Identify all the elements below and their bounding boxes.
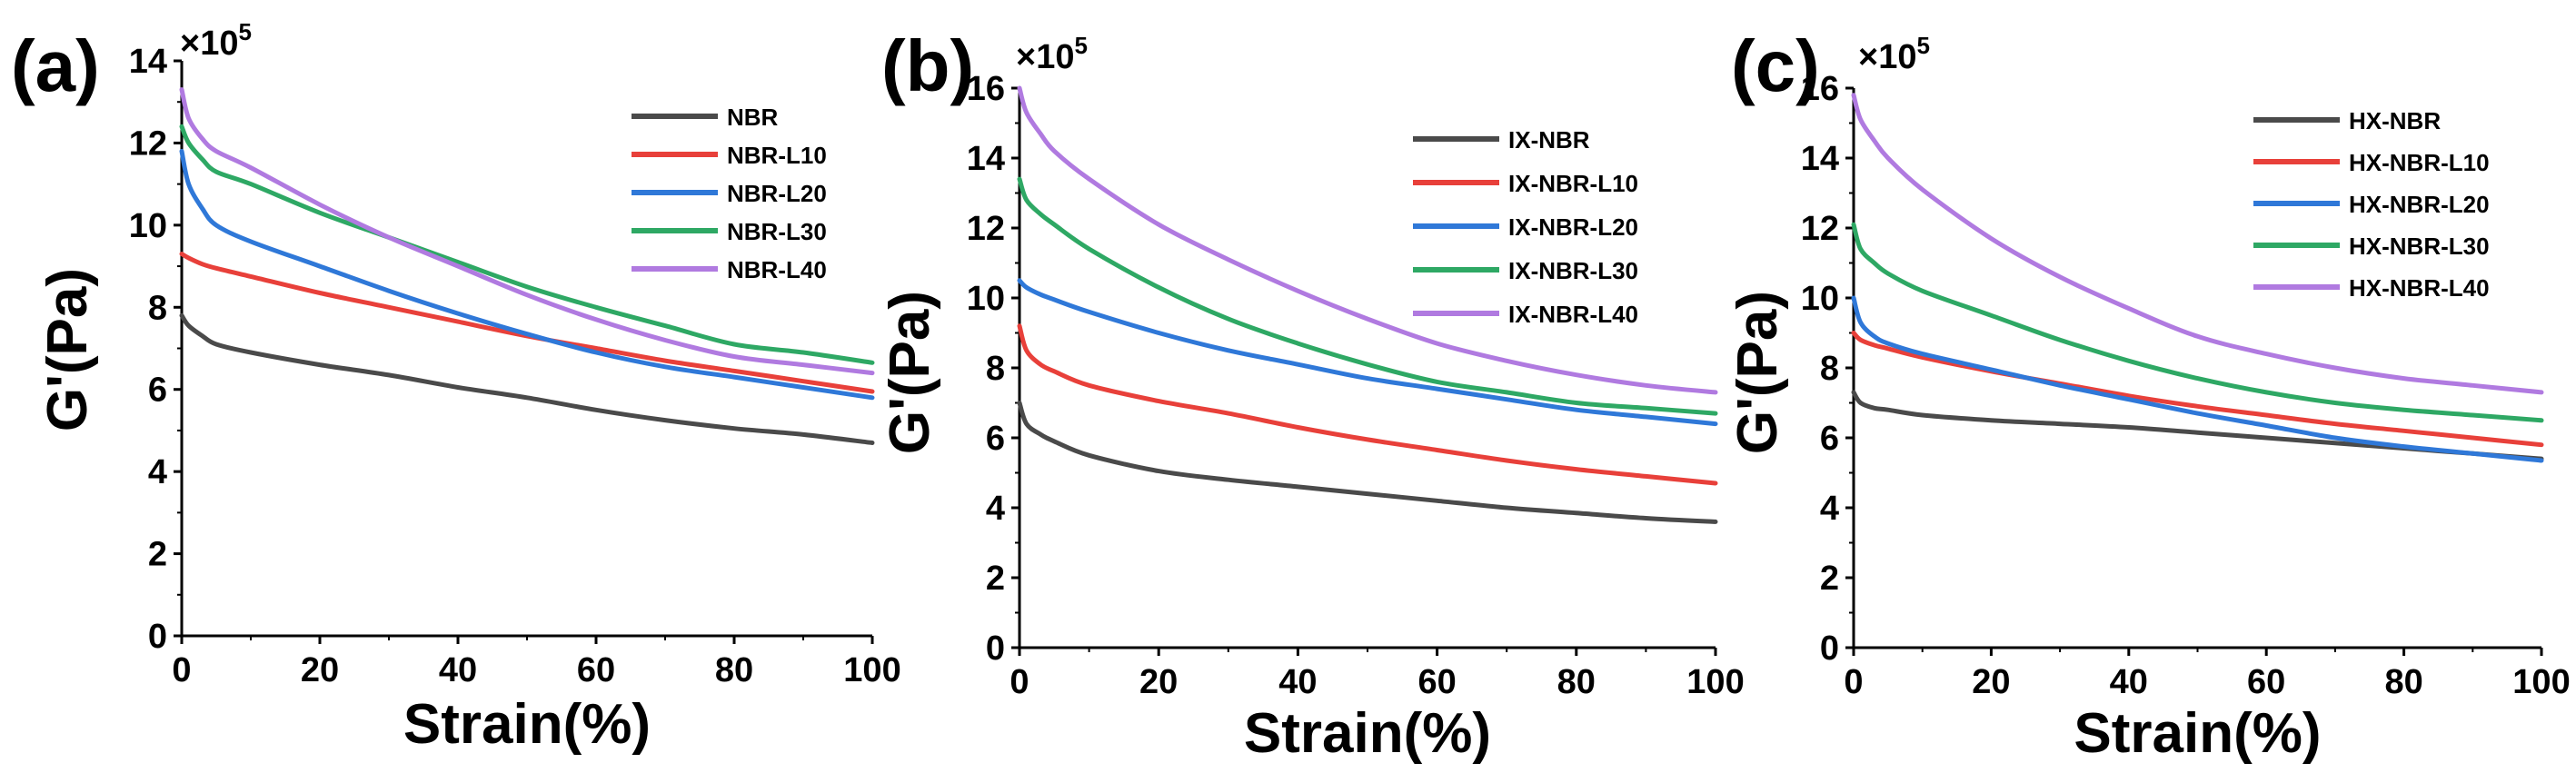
y-tick-label: 14: [967, 140, 1005, 178]
series-line-ix-nbr-l20: [1017, 278, 1718, 427]
series-line-nbr-l30: [179, 124, 875, 365]
y-tick-label: 8: [148, 289, 167, 327]
axis-multiplier-base: ×10: [180, 25, 238, 63]
axis-multiplier: ×105: [1016, 32, 1088, 76]
series-line-ix-nbr-l30: [1017, 176, 1718, 416]
y-tick-label: 8: [986, 350, 1005, 388]
x-tick-label: 60: [1417, 663, 1456, 701]
y-tick-label: 6: [148, 372, 167, 410]
y-tick-label: 8: [1820, 350, 1839, 388]
legend-label: HX-NBR-L30: [2349, 233, 2490, 260]
panel-label: (c): [1731, 25, 1820, 106]
x-tick-label: 100: [2512, 663, 2570, 701]
x-tick-label: 80: [715, 651, 753, 689]
panel-label: (b): [881, 25, 974, 106]
y-tick-label: 0: [1820, 629, 1839, 668]
legend-label: IX-NBR-L20: [1508, 213, 1638, 241]
y-tick-label: 12: [129, 124, 167, 163]
y-tick-label: 4: [148, 453, 167, 491]
y-tick-label: 14: [129, 43, 167, 81]
legend-label: HX-NBR-L10: [2349, 149, 2490, 176]
series-line-hx-nbr-l10: [1851, 331, 2544, 448]
series-line-nbr-l10: [179, 252, 875, 394]
panel-c: (c) ×105 0 2 4 6 8 10 12 14 16 0 20 40 60 80 100 Strain(%…: [1726, 25, 2571, 765]
y-tick-label: 10: [1801, 280, 1839, 318]
y-tick-label: 2: [148, 536, 167, 574]
x-tick-label: 20: [1972, 663, 2010, 701]
series-line-ix-nbr-l10: [1017, 323, 1718, 486]
x-tick-label: 0: [1844, 663, 1863, 701]
axis-multiplier: ×105: [180, 18, 252, 63]
series-line-ix-nbr: [1017, 401, 1718, 524]
legend-label: NBR-L30: [727, 218, 827, 245]
x-tick-label: 40: [439, 651, 477, 689]
x-tick-label: 80: [2384, 663, 2422, 701]
panel-a: (a) ×105 0 2 4 6 8 10 12 14 0 20 40 60 80 100 Strain(%) G…: [11, 18, 901, 756]
series-line-hx-nbr-l20: [1851, 295, 2544, 463]
axis-multiplier-base: ×10: [1016, 38, 1074, 76]
legend-label: HX-NBR-L40: [2349, 274, 2490, 302]
y-axis-title: G'(Pa): [36, 268, 99, 431]
x-tick-label: 20: [1139, 663, 1178, 701]
y-tick-label: 0: [148, 618, 167, 656]
y-tick-label: 10: [129, 207, 167, 245]
x-axis-title: Strain(%): [403, 693, 651, 756]
x-tick-label: 40: [2110, 663, 2148, 701]
y-tick-label: 14: [1801, 140, 1839, 178]
x-tick-label: 80: [1557, 663, 1596, 701]
x-axis-title: Strain(%): [2074, 702, 2321, 765]
legend-label: HX-NBR-L20: [2349, 191, 2490, 218]
series-line-nbr: [179, 312, 875, 445]
y-tick-label: 2: [986, 560, 1005, 598]
y-axis-title: G'(Pa): [879, 291, 941, 454]
axis-multiplier-exponent: 5: [238, 18, 251, 45]
x-axis-title: Strain(%): [1244, 702, 1491, 765]
legend-label: NBR: [727, 104, 779, 131]
x-tick-label: 60: [577, 651, 615, 689]
x-tick-label: 0: [172, 651, 191, 689]
legend-label: IX-NBR: [1508, 126, 1590, 154]
y-axis-title: G'(Pa): [1726, 291, 1789, 454]
series-line-hx-nbr-l40: [1851, 93, 2544, 395]
y-tick-label: 10: [967, 280, 1005, 318]
y-tick-label: 4: [1820, 490, 1839, 528]
y-tick-label: 12: [1801, 210, 1839, 248]
y-tick-label: 6: [986, 420, 1005, 458]
x-tick-label: 20: [301, 651, 339, 689]
series-line-ix-nbr-l40: [1017, 85, 1718, 395]
y-tick-label: 0: [986, 629, 1005, 668]
series-line-hx-nbr-l30: [1851, 222, 2544, 423]
axis-multiplier-exponent: 5: [1916, 32, 1929, 59]
series-line-nbr-l20: [179, 149, 875, 401]
panel-b: (b) ×105 0 2 4 6 8 10 12 14 16 0 20 40 60 80 100 Strain(%…: [879, 25, 1745, 765]
x-tick-label: 0: [1010, 663, 1029, 701]
panel-label: (a): [11, 25, 100, 106]
y-tick-label: 4: [986, 490, 1005, 528]
x-tick-label: 100: [1686, 663, 1744, 701]
legend-label: NBR-L40: [727, 256, 827, 283]
x-tick-label: 100: [843, 651, 900, 689]
legend-label: IX-NBR-L30: [1508, 257, 1638, 284]
y-tick-label: 2: [1820, 560, 1839, 598]
y-tick-label: 12: [967, 210, 1005, 248]
y-tick-label: 6: [1820, 420, 1839, 458]
series-line-nbr-l40: [179, 87, 875, 376]
x-tick-label: 60: [2247, 663, 2285, 701]
y-tick-label: 16: [1801, 70, 1839, 108]
legend-label: NBR-L20: [727, 180, 827, 207]
y-tick-label: 16: [967, 70, 1005, 108]
axis-multiplier-exponent: 5: [1074, 32, 1087, 59]
axis-multiplier-base: ×10: [1858, 38, 1916, 76]
x-tick-label: 40: [1278, 663, 1317, 701]
axis-multiplier: ×105: [1858, 32, 1930, 76]
legend-label: NBR-L10: [727, 142, 827, 169]
legend-label: IX-NBR-L40: [1508, 301, 1638, 328]
legend-label: HX-NBR: [2349, 107, 2441, 134]
legend-label: IX-NBR-L10: [1508, 170, 1638, 197]
